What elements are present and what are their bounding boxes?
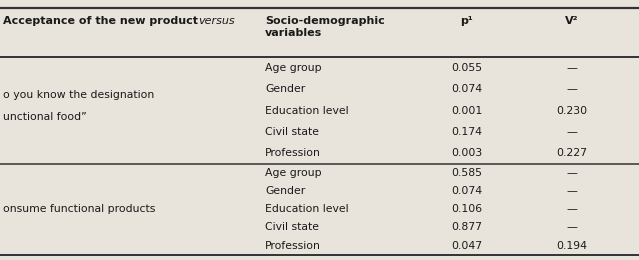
Text: Civil state: Civil state [265, 223, 320, 232]
Text: 0.227: 0.227 [557, 148, 587, 158]
Text: —: — [566, 127, 578, 137]
Text: V²: V² [565, 16, 579, 25]
Text: 0.877: 0.877 [451, 223, 482, 232]
Text: 0.074: 0.074 [451, 186, 482, 196]
Text: Civil state: Civil state [265, 127, 320, 137]
Text: 0.106: 0.106 [451, 204, 482, 214]
Text: —: — [566, 186, 578, 196]
Text: 0.003: 0.003 [451, 148, 482, 158]
Text: 0.230: 0.230 [557, 106, 587, 115]
Text: 0.074: 0.074 [451, 84, 482, 94]
Text: Age group: Age group [265, 168, 322, 178]
Text: —: — [566, 63, 578, 73]
Text: 0.055: 0.055 [451, 63, 482, 73]
Text: Gender: Gender [265, 186, 305, 196]
Text: unctional food”: unctional food” [3, 112, 87, 122]
Text: Education level: Education level [265, 106, 349, 115]
Text: 0.194: 0.194 [557, 241, 587, 251]
Text: —: — [566, 204, 578, 214]
Text: Education level: Education level [265, 204, 349, 214]
Text: onsume functional products: onsume functional products [3, 204, 155, 214]
Text: o you know the designation: o you know the designation [3, 90, 155, 100]
Text: 0.174: 0.174 [451, 127, 482, 137]
Text: —: — [566, 223, 578, 232]
Text: Socio-demographic
variables: Socio-demographic variables [265, 16, 385, 38]
Text: Age group: Age group [265, 63, 322, 73]
Text: Profession: Profession [265, 241, 321, 251]
Text: —: — [566, 84, 578, 94]
Text: versus: versus [198, 16, 235, 25]
Text: 0.001: 0.001 [451, 106, 482, 115]
Text: 0.047: 0.047 [451, 241, 482, 251]
Text: —: — [566, 168, 578, 178]
Text: 0.585: 0.585 [451, 168, 482, 178]
Text: Acceptance of the new product: Acceptance of the new product [3, 16, 198, 25]
Text: p¹: p¹ [460, 16, 473, 25]
Text: Gender: Gender [265, 84, 305, 94]
Text: Profession: Profession [265, 148, 321, 158]
